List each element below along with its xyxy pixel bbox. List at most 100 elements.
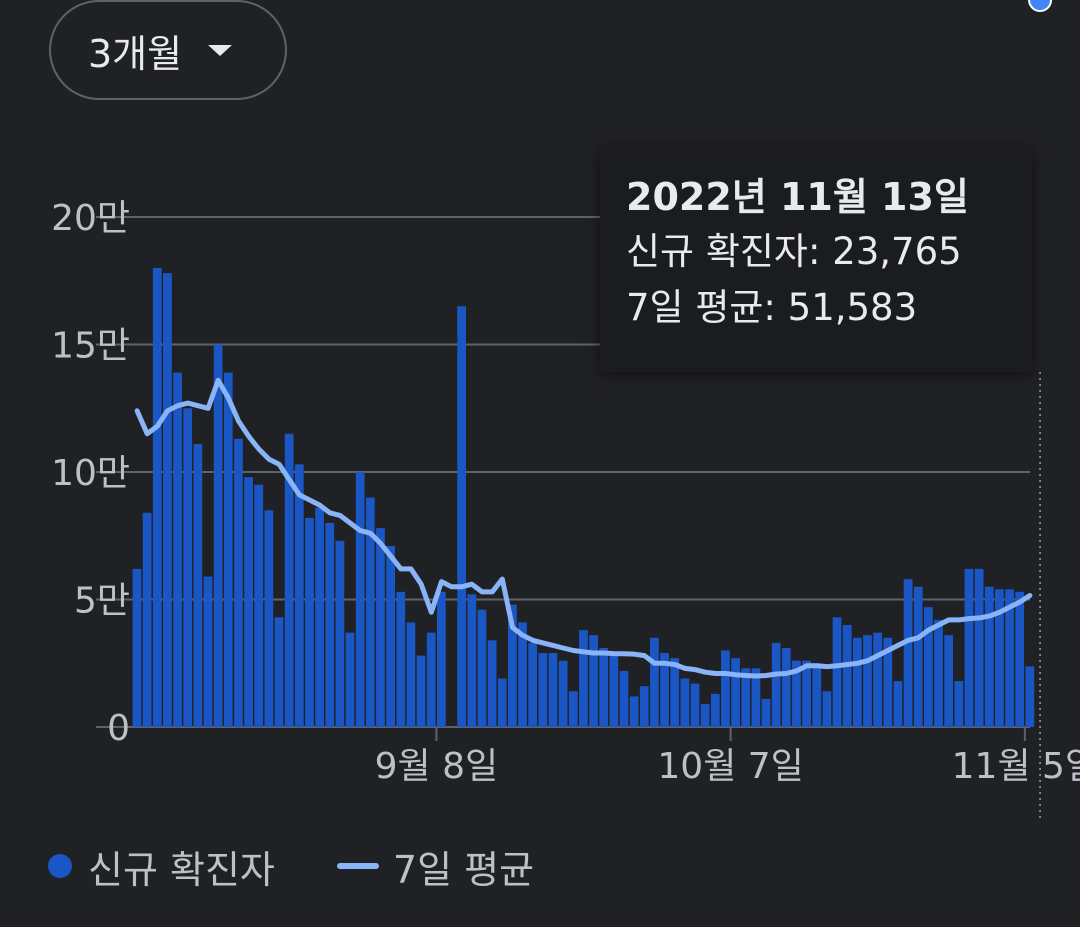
bar — [690, 683, 700, 727]
bar — [1015, 591, 1025, 727]
bar-series-swatch-icon — [48, 854, 72, 878]
bar — [436, 591, 446, 727]
bar — [609, 653, 619, 727]
bar — [913, 586, 923, 727]
bar — [812, 663, 822, 727]
bar — [558, 660, 568, 727]
bar — [863, 635, 872, 727]
tooltip: 2022년 11월 13일 신규 확진자: 23,765 7일 평균: 51,5… — [600, 148, 1032, 372]
bar — [832, 617, 842, 727]
bar — [264, 510, 274, 727]
bar — [477, 609, 487, 727]
caret-down-icon — [208, 44, 233, 56]
bar — [751, 668, 761, 727]
bar — [213, 344, 223, 727]
bar — [599, 647, 609, 727]
bar — [416, 655, 426, 727]
bar — [244, 477, 253, 727]
bar — [234, 438, 243, 727]
range-label: 3개월 — [88, 31, 183, 76]
bar — [467, 594, 477, 727]
bar — [152, 268, 162, 727]
legend-bars-label: 신규 확진자 — [88, 847, 275, 892]
bar — [771, 642, 781, 727]
bar — [923, 607, 933, 727]
bar — [842, 625, 852, 727]
tooltip-date: 2022년 11월 13일 — [626, 175, 969, 219]
bar — [629, 696, 639, 727]
bar — [528, 642, 538, 727]
bar — [335, 540, 345, 727]
tooltip-avg: 7일 평균: 51,583 — [626, 286, 918, 329]
bar — [974, 568, 984, 727]
line-layer — [134, 0, 1053, 822]
bar — [396, 591, 406, 727]
axis-layer: 0 5만 10만 15만 20만 9월 8일 10월 7일 11월 5일 — [51, 198, 1080, 787]
bar — [984, 586, 994, 727]
x-tick-label: 11월 5일 — [952, 746, 1080, 787]
bar — [518, 622, 527, 727]
bar — [497, 678, 507, 727]
y-tick-label: 5만 — [74, 581, 130, 622]
bar — [883, 637, 893, 727]
bar — [721, 650, 730, 727]
bar — [274, 617, 284, 727]
bar — [163, 273, 172, 727]
bar-layer — [132, 268, 1035, 727]
bar — [893, 681, 903, 727]
bar — [142, 512, 152, 727]
bar — [487, 640, 497, 727]
bar — [315, 507, 324, 727]
bar — [873, 632, 883, 727]
bar — [680, 678, 690, 727]
bar — [822, 691, 832, 727]
bar — [223, 372, 233, 727]
bar — [568, 691, 578, 727]
bar — [954, 681, 964, 727]
bar — [406, 622, 416, 727]
bar — [325, 523, 335, 727]
bar — [619, 670, 629, 727]
bar — [579, 630, 588, 727]
line-series-swatch-icon — [336, 863, 379, 869]
bar — [305, 517, 314, 727]
bar — [386, 545, 395, 727]
bar — [355, 472, 365, 727]
bar — [903, 579, 913, 727]
bar — [203, 576, 213, 727]
bar — [700, 704, 710, 727]
tooltip-new-cases: 신규 확진자: 23,765 — [626, 230, 962, 273]
y-tick-label: 0 — [107, 708, 130, 749]
bar — [365, 497, 375, 727]
bar — [995, 589, 1004, 727]
y-tick-label: 10만 — [51, 453, 130, 494]
bar — [792, 660, 801, 727]
bar — [345, 632, 355, 727]
bar — [1005, 589, 1014, 727]
x-tick-label: 9월 8일 — [375, 746, 499, 787]
bar — [731, 658, 740, 727]
bar — [183, 408, 193, 727]
bar — [284, 433, 294, 727]
bar — [538, 653, 548, 727]
bar — [294, 464, 304, 727]
y-tick-label: 15만 — [51, 326, 130, 367]
legend-line-label: 7일 평균 — [392, 847, 535, 892]
bar — [852, 637, 862, 727]
bar — [193, 443, 203, 727]
bar — [944, 635, 954, 727]
bar — [254, 484, 264, 727]
bar — [650, 637, 659, 727]
bar — [589, 635, 598, 727]
legend: 신규 확진자 7일 평균 — [48, 838, 534, 894]
range-dropdown[interactable]: 3개월 — [49, 0, 287, 100]
highlight-marker — [1028, 0, 1053, 12]
average-line — [134, 377, 1033, 679]
bar — [1025, 666, 1035, 727]
bar — [508, 604, 517, 727]
x-tick-label: 10월 7일 — [657, 746, 803, 787]
bar — [964, 568, 974, 727]
bar — [639, 686, 649, 727]
